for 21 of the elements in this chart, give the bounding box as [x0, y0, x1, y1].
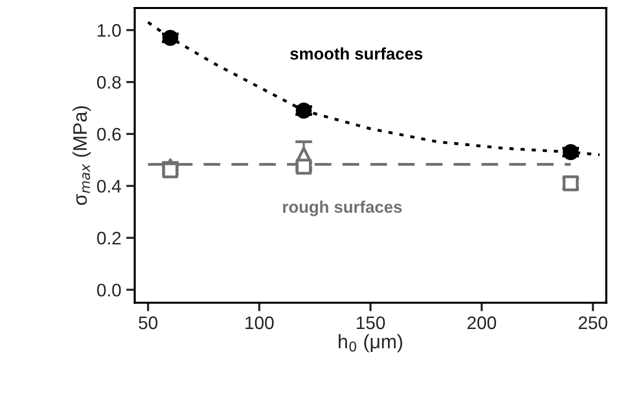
point — [162, 30, 178, 46]
y-tick-label: 0.2 — [97, 232, 121, 245]
point — [296, 158, 312, 175]
point — [296, 102, 312, 119]
point — [562, 175, 579, 192]
x-tick-label: 200 — [468, 316, 496, 330]
x-tick-label: 50 — [138, 316, 158, 330]
y-tick-label: 0.4 — [97, 180, 122, 193]
y-tick-label: 0.8 — [97, 76, 121, 89]
x-tick-label: 100 — [246, 316, 274, 330]
point — [562, 144, 579, 160]
x-tick-label: 150 — [356, 316, 385, 330]
y-tick-label: 1.0 — [98, 24, 121, 37]
annotation: smooth surfaces — [290, 47, 422, 60]
x-tick-label: 250 — [578, 316, 608, 330]
point — [162, 162, 178, 178]
annotation: rough surfaces — [283, 200, 402, 216]
y-tick-label: 0.0 — [97, 284, 121, 296]
x-axis-title: h$_{0}$ (μm) — [338, 334, 402, 352]
y-tick-label: 0.6 — [97, 128, 121, 141]
y-axis-title: σ$_{max}$ (MPa) — [72, 106, 91, 205]
